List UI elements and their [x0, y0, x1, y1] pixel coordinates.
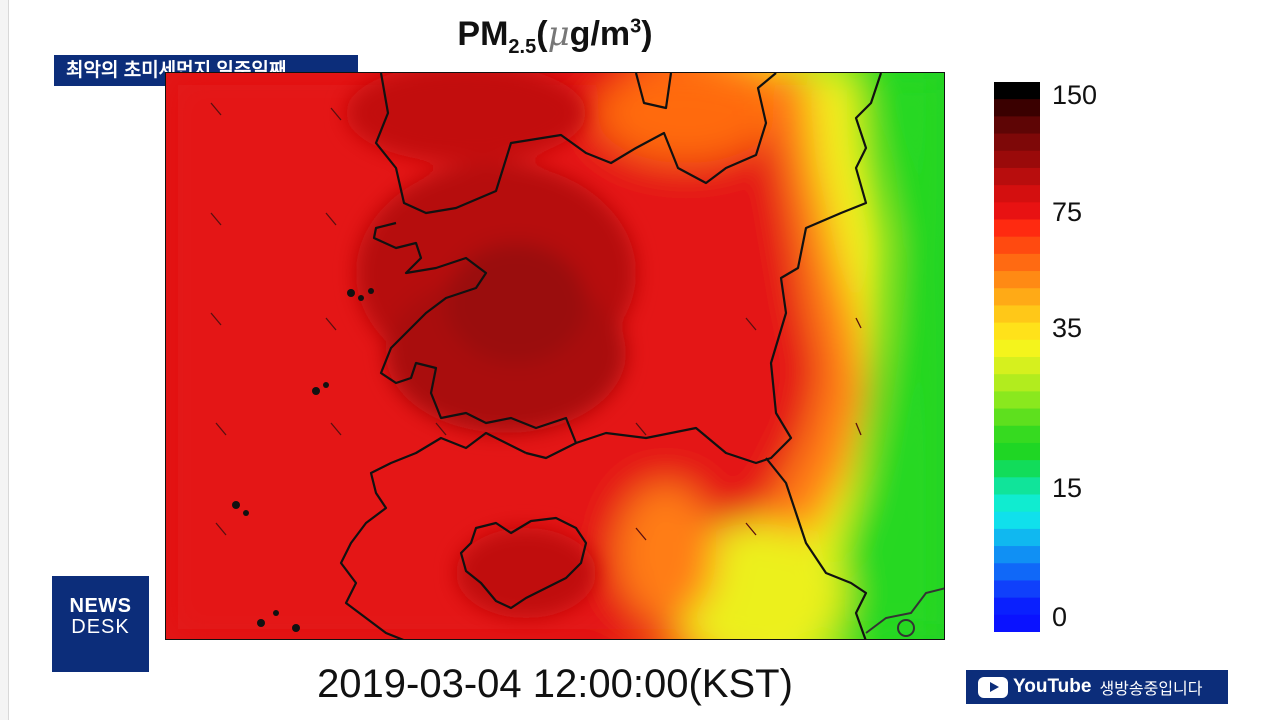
colorbar-segment: [994, 442, 1040, 461]
youtube-play-icon: [978, 676, 1008, 698]
colorbar-tick-label: 35: [1052, 313, 1083, 343]
colorbar-segment: [994, 614, 1040, 632]
colorbar-segment: [994, 116, 1040, 135]
left-edge-strip: [0, 0, 9, 720]
wind-arrow-10: [435, 422, 447, 436]
colorbar-segment: [994, 494, 1040, 513]
border-line-north-2: [634, 73, 673, 110]
dark-red-core-south: [456, 528, 596, 618]
island-9: [273, 610, 279, 616]
lake-outline: [459, 516, 588, 610]
colorbar-segment: [994, 253, 1040, 272]
wind-arrow-1: [210, 102, 222, 116]
news-desk-logo: NEWS DESK: [52, 576, 149, 672]
colorbar-segment: [994, 374, 1040, 392]
wind-arrow-4: [210, 312, 222, 326]
border-line-south-coast: [339, 431, 527, 639]
wind-arrow-5: [215, 422, 227, 436]
border-line-inlet: [372, 221, 578, 444]
wind-arrow-2: [330, 107, 342, 121]
island-8: [257, 619, 265, 627]
colorbar-segment: [994, 460, 1040, 478]
island-3: [368, 288, 374, 294]
colorbar-segment: [994, 528, 1040, 547]
wind-arrow-14: [855, 422, 862, 436]
colorbar-segment: [994, 99, 1040, 117]
colorbar-segment: [994, 82, 1040, 100]
border-line-east: [525, 73, 883, 465]
colorbar-segment: [994, 202, 1040, 221]
map-timestamp: 2019-03-04 12:00:00(KST): [317, 662, 793, 706]
wind-arrow-12: [745, 317, 757, 331]
colorbar-segment: [994, 305, 1040, 324]
pm25-colorbar: [994, 82, 1040, 632]
island-7: [243, 510, 249, 516]
colorbar-segment: [994, 546, 1040, 564]
colorbar-segment: [994, 339, 1040, 358]
orange-band: [686, 73, 866, 639]
green-region: [816, 73, 944, 639]
colorbar-segment: [994, 511, 1040, 530]
colorbar-segment: [994, 219, 1040, 238]
colorbar-tick-label: 15: [1052, 473, 1083, 503]
pm25-concentration-map: [166, 73, 944, 639]
colorbar-segment: [994, 271, 1040, 289]
southwest-orange-patch: [616, 483, 716, 623]
wind-arrow-15: [745, 522, 757, 536]
youtube-live-status: 생방송중입니다: [1099, 681, 1203, 698]
map-title: PM2.5(μg/m3): [457, 14, 653, 58]
colorbar-segment: [994, 597, 1040, 616]
southeast-island: [897, 619, 915, 637]
colorbar-segment: [994, 425, 1040, 444]
dark-red-core-inner: [446, 243, 586, 363]
island-6: [232, 501, 240, 509]
island-4: [312, 387, 320, 395]
wind-arrow-7: [325, 212, 337, 226]
wind-arrow-9: [330, 422, 342, 436]
colorbar-segment: [994, 133, 1040, 152]
island-10: [292, 624, 300, 632]
colorbar-tick-label: 150: [1052, 80, 1098, 110]
colorbar-segment: [994, 322, 1040, 341]
colorbar-segment: [994, 477, 1040, 496]
coast-southeast: [865, 587, 944, 634]
colorbar-segment: [994, 185, 1040, 203]
colorbar-segment: [994, 167, 1040, 186]
colorbar-segment: [994, 391, 1040, 410]
youtube-live-banner: YouTube 생방송중입니다: [966, 670, 1228, 704]
news-logo-line2: DESK: [71, 616, 130, 638]
wind-arrow-11: [635, 422, 647, 436]
island-5: [323, 382, 329, 388]
island-2: [358, 295, 364, 301]
youtube-brand-text: YouTube: [1013, 676, 1092, 697]
colorbar-segments: [994, 82, 1040, 632]
colorbar-segment: [994, 580, 1040, 599]
pm25-map: [165, 72, 945, 640]
wind-arrow-3: [210, 212, 222, 226]
wind-arrow-8: [325, 317, 337, 331]
wind-arrow-16: [635, 527, 647, 541]
border-line-north: [374, 73, 777, 215]
news-logo-line1: NEWS: [69, 595, 132, 617]
yellow-band: [766, 73, 886, 639]
colorbar-tick-label: 0: [1052, 602, 1068, 632]
colorbar-segment: [994, 357, 1040, 375]
colorbar-segment: [994, 563, 1040, 582]
colorbar-segment: [994, 288, 1040, 307]
colorbar-tick-label: 75: [1052, 197, 1083, 227]
island-1: [347, 289, 355, 297]
wind-arrow-6: [215, 522, 227, 536]
wind-arrow-13: [855, 317, 862, 329]
colorbar-segment: [994, 150, 1040, 169]
border-line-southeast: [765, 457, 868, 639]
colorbar-segment: [994, 408, 1040, 427]
colorbar-segment: [994, 236, 1040, 255]
